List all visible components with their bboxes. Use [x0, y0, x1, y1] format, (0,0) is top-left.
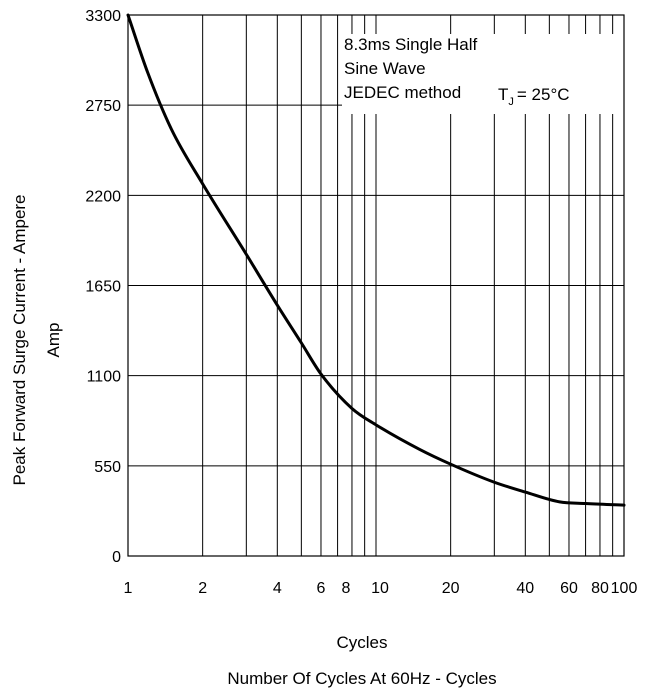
x-tick-label: 10: [371, 580, 389, 597]
y-tick-label: 1100: [87, 369, 122, 386]
x-tick-label: 6: [317, 580, 326, 597]
annotation-line: 8.3ms Single Half: [344, 35, 478, 54]
plot-frame: [127, 14, 625, 557]
chart-annotation: 8.3ms Single Half Sine Wave JEDEC method…: [344, 35, 570, 108]
annotation-line: Sine Wave: [344, 59, 426, 78]
x-tick-label: 40: [516, 580, 534, 597]
x-tick-label: 80: [591, 580, 609, 597]
annotation-line: JEDEC method: [344, 83, 461, 102]
junction-temperature-label: TJ = 25°C: [498, 85, 570, 108]
y-tick-label: 1650: [85, 279, 121, 296]
x-tick-label: 4: [273, 580, 282, 597]
x-axis-title: Cycles: [336, 633, 387, 652]
x-axis-subtitle: Number Of Cycles At 60Hz - Cycles: [227, 669, 496, 688]
y-tick-label: 2200: [85, 188, 121, 205]
annotation-background: [342, 34, 624, 114]
x-tick-label: 60: [560, 580, 578, 597]
x-tick-labels: 1 2 4 6 8 10 20 40 60 80 100: [124, 580, 638, 597]
y-tick-label: 3300: [85, 8, 121, 25]
x-tick-label: 100: [611, 580, 638, 597]
x-tick-label: 1: [124, 580, 133, 597]
y-tick-label: 2750: [85, 98, 121, 115]
y-tick-label: 0: [112, 549, 121, 566]
x-tick-label: 8: [342, 580, 351, 597]
surge-current-curve: [126, 13, 626, 507]
y-tick-labels: 0 550 1100 1650 2200 2750 3300: [85, 8, 121, 566]
x-tick-label: 20: [442, 580, 460, 597]
x-tick-label: 2: [198, 580, 207, 597]
y-axis-subtitle: Amp: [44, 323, 63, 358]
y-axis-title: Peak Forward Surge Current - Ampere: [10, 194, 29, 485]
y-tick-label: 550: [94, 459, 121, 476]
